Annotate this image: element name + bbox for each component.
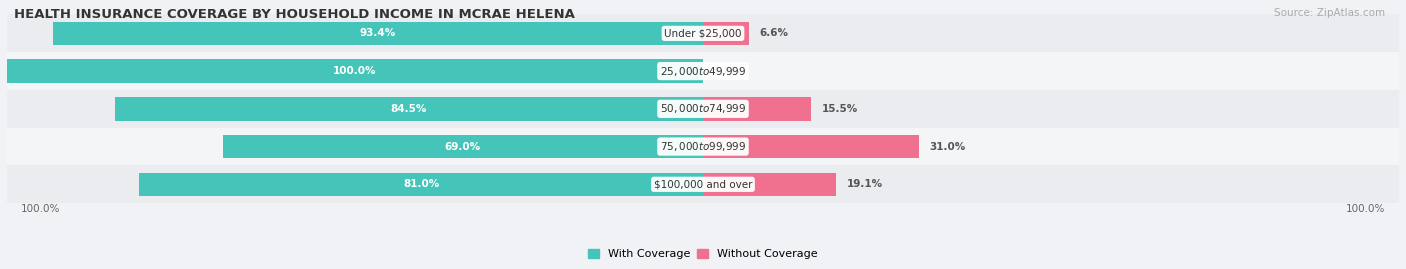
- Bar: [7, 59, 703, 83]
- Text: 100.0%: 100.0%: [21, 204, 60, 214]
- Text: 100.0%: 100.0%: [333, 66, 377, 76]
- Bar: [703, 135, 918, 158]
- Bar: [7, 90, 1399, 128]
- Bar: [703, 173, 837, 196]
- Text: 84.5%: 84.5%: [391, 104, 427, 114]
- Text: 69.0%: 69.0%: [444, 141, 481, 151]
- Bar: [703, 22, 749, 45]
- Text: $50,000 to $74,999: $50,000 to $74,999: [659, 102, 747, 115]
- Text: 19.1%: 19.1%: [846, 179, 883, 189]
- Text: 15.5%: 15.5%: [821, 104, 858, 114]
- Text: Under $25,000: Under $25,000: [664, 28, 742, 38]
- Bar: [139, 173, 703, 196]
- Legend: With Coverage, Without Coverage: With Coverage, Without Coverage: [583, 245, 823, 264]
- Text: 100.0%: 100.0%: [1346, 204, 1385, 214]
- Text: 31.0%: 31.0%: [929, 141, 966, 151]
- Text: HEALTH INSURANCE COVERAGE BY HOUSEHOLD INCOME IN MCRAE HELENA: HEALTH INSURANCE COVERAGE BY HOUSEHOLD I…: [14, 8, 575, 21]
- Text: $75,000 to $99,999: $75,000 to $99,999: [659, 140, 747, 153]
- Text: 93.4%: 93.4%: [360, 28, 396, 38]
- Text: $25,000 to $49,999: $25,000 to $49,999: [659, 65, 747, 77]
- Bar: [7, 52, 1399, 90]
- Bar: [703, 97, 811, 121]
- Text: Source: ZipAtlas.com: Source: ZipAtlas.com: [1274, 8, 1385, 18]
- Bar: [222, 135, 703, 158]
- Text: $100,000 and over: $100,000 and over: [654, 179, 752, 189]
- Bar: [7, 165, 1399, 203]
- Text: 81.0%: 81.0%: [404, 179, 439, 189]
- Bar: [53, 22, 703, 45]
- Text: 6.6%: 6.6%: [759, 28, 789, 38]
- Text: 0.0%: 0.0%: [713, 66, 742, 76]
- Bar: [115, 97, 703, 121]
- Bar: [7, 128, 1399, 165]
- Bar: [7, 15, 1399, 52]
